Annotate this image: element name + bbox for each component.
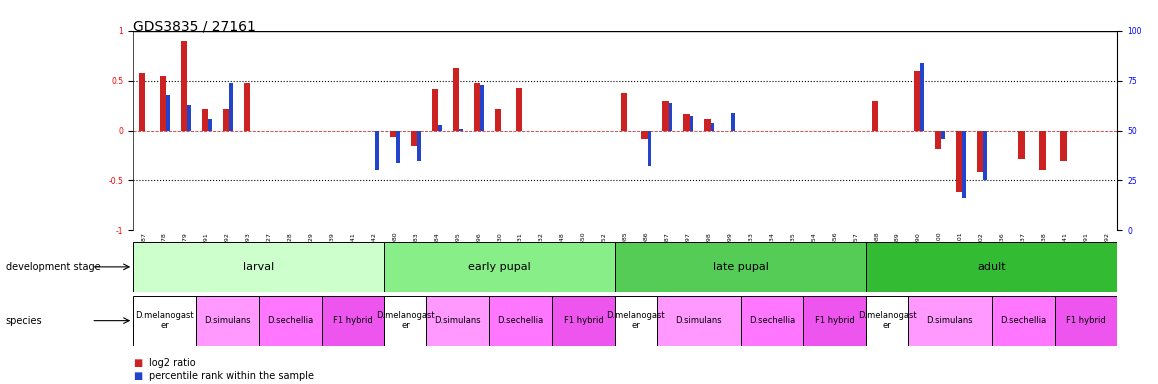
Text: F1 hybrid: F1 hybrid	[564, 316, 603, 325]
Bar	[732, 113, 735, 131]
Bar	[139, 73, 145, 131]
Bar	[711, 122, 714, 131]
Bar	[642, 131, 647, 139]
Bar	[1018, 131, 1025, 159]
Bar	[991, 296, 1055, 346]
Bar	[243, 83, 250, 131]
Bar	[460, 129, 463, 131]
Bar	[133, 296, 196, 346]
Bar	[494, 109, 501, 131]
Bar	[222, 109, 229, 131]
Bar	[259, 296, 322, 346]
Bar	[919, 63, 924, 131]
Bar	[704, 119, 711, 131]
Text: late pupal: late pupal	[712, 262, 769, 272]
Bar	[375, 131, 379, 170]
Text: log2 ratio: log2 ratio	[149, 358, 196, 368]
Bar	[866, 296, 908, 346]
Bar	[166, 94, 170, 131]
Text: D.melanogast
er: D.melanogast er	[607, 311, 665, 330]
Bar	[186, 104, 191, 131]
Bar	[438, 124, 442, 131]
Bar	[1061, 131, 1067, 161]
Bar	[804, 296, 866, 346]
Bar	[955, 131, 962, 192]
Bar	[384, 296, 426, 346]
Bar	[690, 116, 694, 131]
Text: adult: adult	[977, 262, 1006, 272]
Bar	[160, 76, 166, 131]
Bar	[515, 88, 522, 131]
Bar	[411, 131, 417, 146]
Bar	[390, 131, 396, 137]
Bar	[432, 89, 438, 131]
Bar	[662, 101, 668, 131]
Bar	[196, 296, 259, 346]
Bar	[615, 296, 657, 346]
Bar	[489, 296, 552, 346]
Text: D.sechellia: D.sechellia	[267, 316, 314, 325]
Bar	[908, 296, 991, 346]
Bar	[384, 242, 615, 292]
Bar	[181, 41, 186, 131]
Bar	[668, 103, 673, 131]
Bar	[962, 131, 966, 199]
Bar	[208, 119, 212, 131]
Bar	[474, 83, 481, 131]
Bar	[1055, 296, 1117, 346]
Text: development stage: development stage	[6, 262, 101, 272]
Bar	[322, 296, 384, 346]
Bar	[229, 83, 233, 131]
Bar	[976, 131, 983, 172]
Text: D.sechellia: D.sechellia	[749, 316, 796, 325]
Bar	[615, 242, 866, 292]
Bar	[983, 131, 987, 180]
Bar	[683, 114, 690, 131]
Text: F1 hybrid: F1 hybrid	[334, 316, 373, 325]
Bar	[740, 296, 804, 346]
Text: D.sechellia: D.sechellia	[1001, 316, 1047, 325]
Bar	[621, 93, 626, 131]
Text: D.simulans: D.simulans	[434, 316, 481, 325]
Bar	[453, 68, 460, 131]
Bar	[914, 71, 919, 131]
Bar	[396, 131, 401, 162]
Text: ■: ■	[133, 358, 142, 368]
Bar	[647, 131, 652, 166]
Bar	[941, 131, 945, 139]
Text: F1 hybrid: F1 hybrid	[815, 316, 855, 325]
Bar	[872, 101, 878, 131]
Bar	[417, 131, 422, 161]
Bar	[657, 296, 740, 346]
Text: F1 hybrid: F1 hybrid	[1067, 316, 1106, 325]
Bar	[201, 109, 208, 131]
Text: D.sechellia: D.sechellia	[498, 316, 544, 325]
Bar	[426, 296, 489, 346]
Bar	[552, 296, 615, 346]
Bar	[935, 131, 941, 149]
Bar	[481, 84, 484, 131]
Text: species: species	[6, 316, 43, 326]
Text: GDS3835 / 27161: GDS3835 / 27161	[133, 19, 256, 33]
Text: percentile rank within the sample: percentile rank within the sample	[149, 371, 314, 381]
Text: D.simulans: D.simulans	[926, 316, 973, 325]
Text: D.simulans: D.simulans	[204, 316, 251, 325]
Text: D.melanogast
er: D.melanogast er	[135, 311, 193, 330]
Text: D.melanogast
er: D.melanogast er	[376, 311, 434, 330]
Text: D.melanogast
er: D.melanogast er	[858, 311, 916, 330]
Text: larval: larval	[243, 262, 274, 272]
Text: D.simulans: D.simulans	[675, 316, 721, 325]
Bar	[1040, 131, 1046, 170]
Bar	[133, 242, 384, 292]
Text: early pupal: early pupal	[468, 262, 532, 272]
Text: ■: ■	[133, 371, 142, 381]
Bar	[866, 242, 1117, 292]
